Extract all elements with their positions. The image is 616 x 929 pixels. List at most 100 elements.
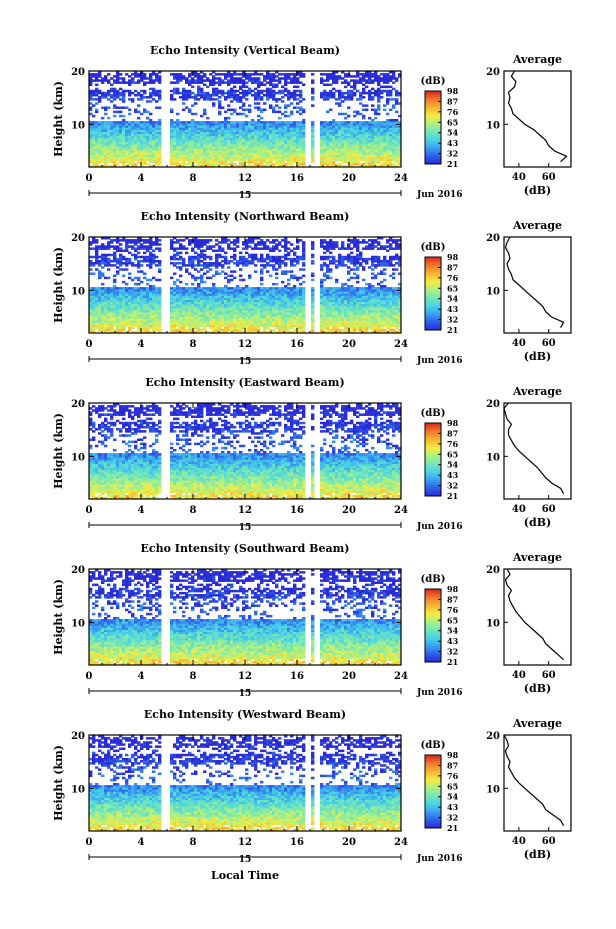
- heatmap-cell: [200, 152, 204, 155]
- heatmap-cell: [353, 121, 357, 124]
- heatmap-cell: [350, 164, 354, 168]
- heatmap-cell: [371, 96, 375, 99]
- heatmap-cell: [365, 160, 369, 164]
- heatmap-cell: [110, 77, 114, 80]
- heatmap-cell: [152, 299, 156, 303]
- heatmap-cell: [266, 81, 270, 84]
- heatmap-cell: [143, 154, 147, 157]
- heatmap-cell: [290, 139, 294, 143]
- heatmap-cell: [119, 110, 123, 114]
- heatmap-cell: [371, 164, 375, 168]
- heatmap-cell: [170, 291, 174, 294]
- heatmap-cell: [260, 150, 264, 153]
- heatmap-cell: [146, 241, 150, 244]
- heatmap-cell: [227, 121, 231, 124]
- heatmap-cell: [128, 135, 132, 139]
- heatmap-cell: [179, 154, 183, 157]
- heatmap-cell: [221, 121, 225, 124]
- heatmap-cell: [134, 299, 138, 303]
- heatmap-cell: [101, 305, 105, 309]
- heatmap-cell: [200, 81, 204, 84]
- colorbar-step: [425, 91, 441, 94]
- heatmap-cell: [173, 312, 177, 315]
- heatmap-cell: [149, 81, 153, 84]
- heatmap-cell: [197, 75, 201, 78]
- heatmap-cell: [149, 301, 153, 305]
- heatmap-cell: [383, 154, 387, 157]
- heatmap-cell: [335, 77, 339, 80]
- heatmap-cell: [362, 156, 366, 160]
- heatmap-cell: [212, 125, 216, 128]
- heatmap-cell: [359, 127, 363, 130]
- colorbar-step: [425, 131, 441, 134]
- heatmap-cell: [89, 125, 93, 128]
- heatmap-cell: [251, 158, 255, 162]
- heatmap-cell: [119, 255, 123, 259]
- heatmap-cell: [179, 75, 183, 78]
- heatmap-cell: [218, 141, 222, 145]
- heatmap-cell: [239, 112, 243, 116]
- heatmap-cell: [341, 93, 345, 97]
- heatmap-cell: [125, 133, 129, 137]
- heatmap-cell: [203, 150, 207, 153]
- heatmap-cell: [134, 307, 138, 311]
- heatmap-cell: [236, 154, 240, 157]
- heatmap-cell: [149, 297, 153, 301]
- heatmap-cell: [158, 324, 162, 328]
- heatmap-cell: [122, 274, 126, 278]
- heatmap-cell: [176, 318, 180, 321]
- heatmap-cell: [371, 104, 375, 107]
- heatmap-cell: [110, 156, 114, 160]
- heatmap-cell: [146, 249, 150, 253]
- y-axis-label: Height (km): [52, 81, 65, 157]
- heatmap-cell: [374, 121, 378, 124]
- heatmap-cell: [236, 137, 240, 141]
- heatmap-cell: [347, 96, 351, 99]
- heatmap-cell: [299, 121, 303, 124]
- heatmap-cell: [131, 324, 135, 328]
- heatmap-cell: [233, 73, 237, 76]
- heatmap-cell: [272, 77, 276, 80]
- heatmap-cell: [158, 121, 162, 124]
- heatmap-cell: [260, 73, 264, 76]
- heatmap-cell: [125, 312, 129, 315]
- heatmap-cell: [272, 83, 276, 87]
- heatmap-cell: [293, 146, 297, 149]
- heatmap-cell: [98, 96, 102, 99]
- heatmap-cell: [365, 85, 369, 89]
- heatmap-cell: [116, 152, 120, 155]
- heatmap-cell: [368, 150, 372, 153]
- heatmap-cell: [293, 156, 297, 160]
- heatmap-cell: [269, 131, 273, 135]
- heatmap-cell: [239, 85, 243, 89]
- heatmap-cell: [344, 129, 348, 132]
- heatmap-cell: [134, 141, 138, 145]
- heatmap-cell: [302, 150, 306, 153]
- heatmap-cell: [128, 91, 132, 95]
- heatmap-cell: [152, 305, 156, 309]
- heatmap-cell: [128, 129, 132, 132]
- heatmap-cell: [269, 93, 273, 97]
- heatmap-cell: [155, 312, 159, 315]
- heatmap-cell: [230, 73, 234, 76]
- heatmap-cell: [143, 276, 147, 280]
- heatmap-cell: [149, 251, 153, 255]
- heatmap-cell: [230, 77, 234, 80]
- heatmap-cell: [218, 129, 222, 132]
- heatmap-cell: [173, 162, 177, 166]
- heatmap-cell: [224, 73, 228, 76]
- heatmap-cell: [92, 137, 96, 141]
- heatmap-cell: [254, 79, 258, 82]
- heatmap-cell: [98, 100, 102, 103]
- heatmap-cell: [377, 154, 381, 157]
- heatmap-cell: [119, 262, 123, 265]
- heatmap-cell: [254, 81, 258, 84]
- heatmap-cell: [350, 150, 354, 153]
- heatmap-cell: [338, 75, 342, 78]
- heatmap-cell: [158, 148, 162, 151]
- heatmap-cell: [134, 152, 138, 155]
- heatmap-cell: [125, 310, 129, 313]
- heatmap-cell: [383, 129, 387, 132]
- heatmap-cell: [134, 150, 138, 153]
- heatmap-cell: [119, 314, 123, 317]
